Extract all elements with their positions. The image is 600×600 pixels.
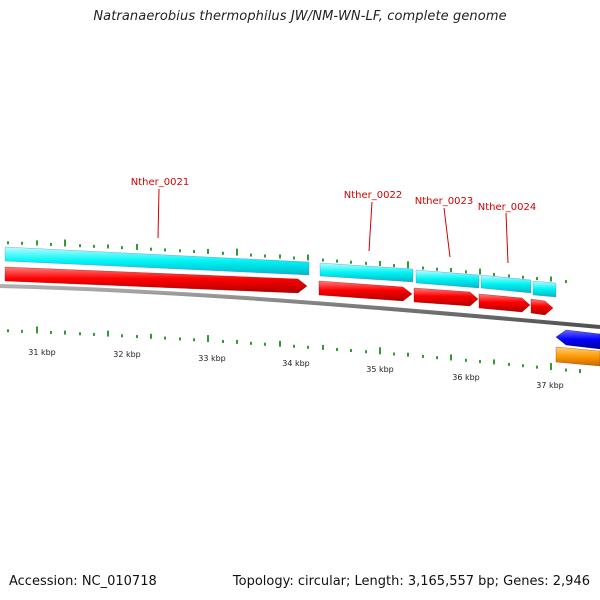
cds-feature-nther-0023b xyxy=(478,293,531,313)
cds-feature-nther-0024 xyxy=(530,298,554,316)
genome-summary-label: Topology: circular; Length: 3,165,557 bp… xyxy=(232,574,590,589)
gene-label-nther-0021: Nther_0021 xyxy=(131,177,189,188)
gene-feature-nther-0023b xyxy=(480,274,532,294)
cds-feature-nther-0023 xyxy=(413,287,479,307)
map-title: Natranaerobius thermophilus JW/NM-WN-LF,… xyxy=(93,9,507,24)
gene-feature-nther-0024 xyxy=(532,280,557,298)
genome-backbone xyxy=(0,284,600,329)
cds-feature-nther-0022 xyxy=(318,280,413,302)
kbp-label-31: 31 kbp xyxy=(28,348,56,357)
cds-feature-nther-0021 xyxy=(4,266,308,294)
leader-line-nther-0024 xyxy=(505,212,509,264)
gene-label-nther-0022: Nther_0022 xyxy=(344,190,402,201)
kbp-label-34: 34 kbp xyxy=(282,359,310,368)
kbp-label-37: 37 kbp xyxy=(536,381,564,390)
kbp-label-32: 32 kbp xyxy=(113,350,141,359)
kbp-label-33: 33 kbp xyxy=(198,354,226,363)
gene-feature-nther-0023 xyxy=(415,269,480,289)
gene-feature-nther-0021 xyxy=(4,246,310,276)
gene-label-nther-0024: Nther_0024 xyxy=(478,202,536,213)
inner-gc-content-ticks xyxy=(7,326,581,374)
gene-label-nther-0023: Nther_0023 xyxy=(415,196,473,207)
accession-label: Accession: NC_010718 xyxy=(9,574,157,589)
leader-line-nther-0021 xyxy=(157,188,160,239)
kbp-label-36: 36 kbp xyxy=(452,373,480,382)
minus-strand-feature-blue xyxy=(555,329,600,350)
minus-strand-feature-orange xyxy=(555,346,600,367)
gene-feature-nther-0022 xyxy=(319,262,414,283)
kbp-label-35: 35 kbp xyxy=(366,365,394,374)
leader-line-nther-0022 xyxy=(368,201,373,252)
leader-line-nther-0023 xyxy=(443,207,451,258)
outer-gc-skew-ticks xyxy=(7,239,567,284)
